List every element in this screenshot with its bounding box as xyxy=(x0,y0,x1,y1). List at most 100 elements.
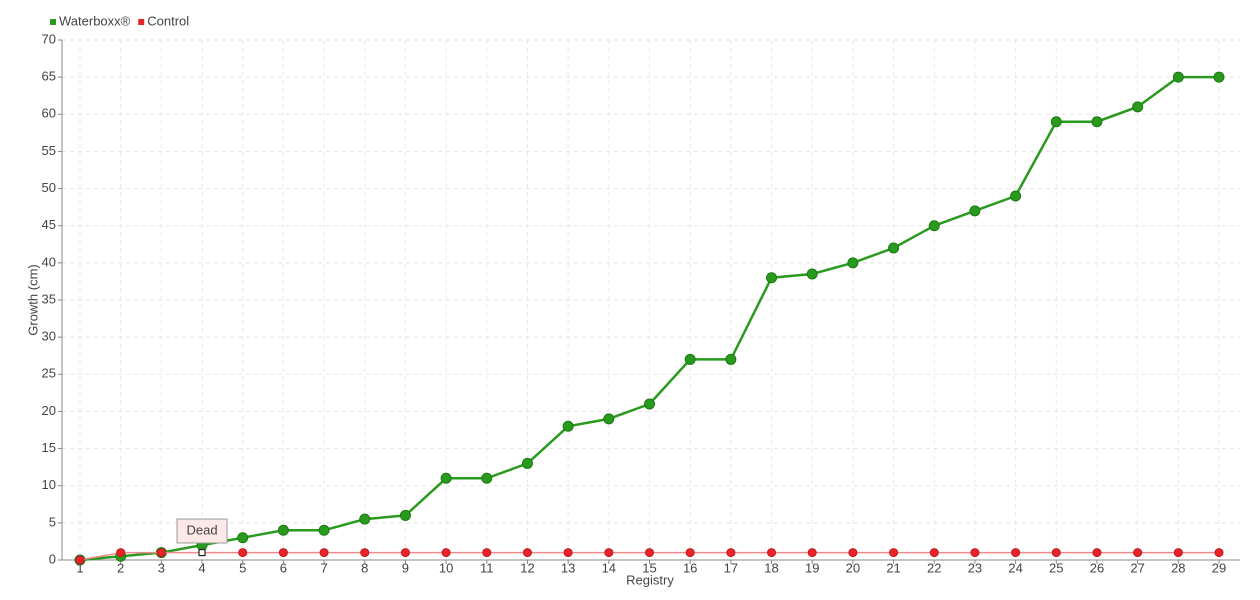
marker xyxy=(766,272,778,284)
marker xyxy=(726,548,736,558)
legend-swatch xyxy=(138,19,145,25)
y-tick-label: 15 xyxy=(42,440,56,455)
marker xyxy=(238,548,248,558)
y-tick-label: 20 xyxy=(42,403,56,418)
marker xyxy=(767,548,777,558)
marker xyxy=(1091,116,1103,128)
marker xyxy=(277,524,289,536)
x-tick-label: 2 xyxy=(117,560,124,575)
marker xyxy=(156,548,166,558)
x-tick-label: 26 xyxy=(1090,560,1104,575)
marker xyxy=(848,548,858,558)
x-tick-label: 10 xyxy=(439,560,453,575)
x-tick-label: 12 xyxy=(520,560,534,575)
marker xyxy=(928,220,940,232)
x-tick-label: 14 xyxy=(602,560,616,575)
y-tick-label: 0 xyxy=(49,551,56,566)
marker xyxy=(481,472,493,484)
marker xyxy=(1050,116,1062,128)
x-tick-label: 20 xyxy=(846,560,860,575)
marker xyxy=(399,509,411,521)
marker xyxy=(604,548,614,558)
marker xyxy=(563,548,573,558)
x-tick-label: 22 xyxy=(927,560,941,575)
y-tick-label: 30 xyxy=(42,329,56,344)
x-tick-label: 7 xyxy=(320,560,327,575)
marker-dead xyxy=(198,548,206,557)
marker xyxy=(644,398,655,410)
y-tick-label: 45 xyxy=(42,217,56,232)
y-tick-label: 50 xyxy=(42,180,56,195)
marker xyxy=(360,548,370,558)
marker xyxy=(1010,190,1022,202)
marker xyxy=(684,353,696,365)
marker xyxy=(359,513,371,525)
marker xyxy=(441,548,451,558)
x-tick-label: 9 xyxy=(402,560,409,575)
marker xyxy=(521,457,533,469)
x-tick-label: 3 xyxy=(158,560,165,575)
x-tick-label: 24 xyxy=(1008,560,1022,575)
marker xyxy=(970,548,980,558)
marker xyxy=(1172,71,1184,83)
marker xyxy=(1092,548,1102,558)
marker xyxy=(440,472,452,484)
x-tick-label: 25 xyxy=(1049,560,1063,575)
marker xyxy=(725,353,737,365)
marker xyxy=(969,205,981,217)
legend-swatch xyxy=(50,19,56,25)
x-tick-label: 16 xyxy=(683,560,697,575)
y-tick-label: 40 xyxy=(42,254,56,269)
x-tick-label: 18 xyxy=(764,560,778,575)
marker xyxy=(278,548,288,558)
y-tick-label: 65 xyxy=(42,69,56,84)
y-axis-label: Growth (cm) xyxy=(25,264,40,336)
marker xyxy=(482,548,492,558)
x-tick-label: 4 xyxy=(198,560,205,575)
marker xyxy=(603,413,615,425)
marker xyxy=(1213,71,1225,83)
x-tick-label: 27 xyxy=(1130,560,1144,575)
y-tick-label: 55 xyxy=(42,143,56,158)
x-tick-label: 1 xyxy=(76,560,83,575)
annotation-label: Dead xyxy=(186,522,217,537)
marker xyxy=(847,257,859,269)
marker xyxy=(1214,548,1224,558)
series-line xyxy=(79,75,1219,562)
marker xyxy=(237,532,249,544)
legend-label: Waterboxx® xyxy=(59,13,131,28)
x-tick-label: 13 xyxy=(561,560,575,575)
marker xyxy=(685,548,695,558)
x-tick-label: 19 xyxy=(805,560,819,575)
y-tick-label: 60 xyxy=(42,106,56,121)
x-tick-label: 23 xyxy=(968,560,982,575)
x-tick-label: 17 xyxy=(724,560,738,575)
x-axis-label: Registry xyxy=(626,572,674,587)
x-tick-label: 21 xyxy=(886,560,900,575)
marker xyxy=(1173,548,1183,558)
marker xyxy=(888,242,900,254)
y-tick-label: 10 xyxy=(42,477,56,492)
x-tick-label: 6 xyxy=(280,560,287,575)
marker xyxy=(318,524,330,536)
marker xyxy=(1133,548,1143,558)
marker xyxy=(929,548,939,558)
x-tick-label: 8 xyxy=(361,560,368,575)
y-tick-label: 35 xyxy=(42,291,56,306)
x-tick-label: 28 xyxy=(1171,560,1185,575)
annotation-box xyxy=(176,518,228,544)
marker xyxy=(1051,548,1061,558)
y-tick-label: 5 xyxy=(49,514,56,529)
x-tick-label: 29 xyxy=(1212,560,1226,575)
x-tick-label: 11 xyxy=(480,560,494,575)
x-tick-label: 15 xyxy=(642,560,656,575)
marker xyxy=(319,548,329,558)
marker xyxy=(1132,101,1144,113)
marker xyxy=(562,420,574,432)
marker xyxy=(75,555,85,565)
marker xyxy=(807,548,817,558)
x-tick-label: 5 xyxy=(239,560,246,575)
marker xyxy=(116,548,126,558)
